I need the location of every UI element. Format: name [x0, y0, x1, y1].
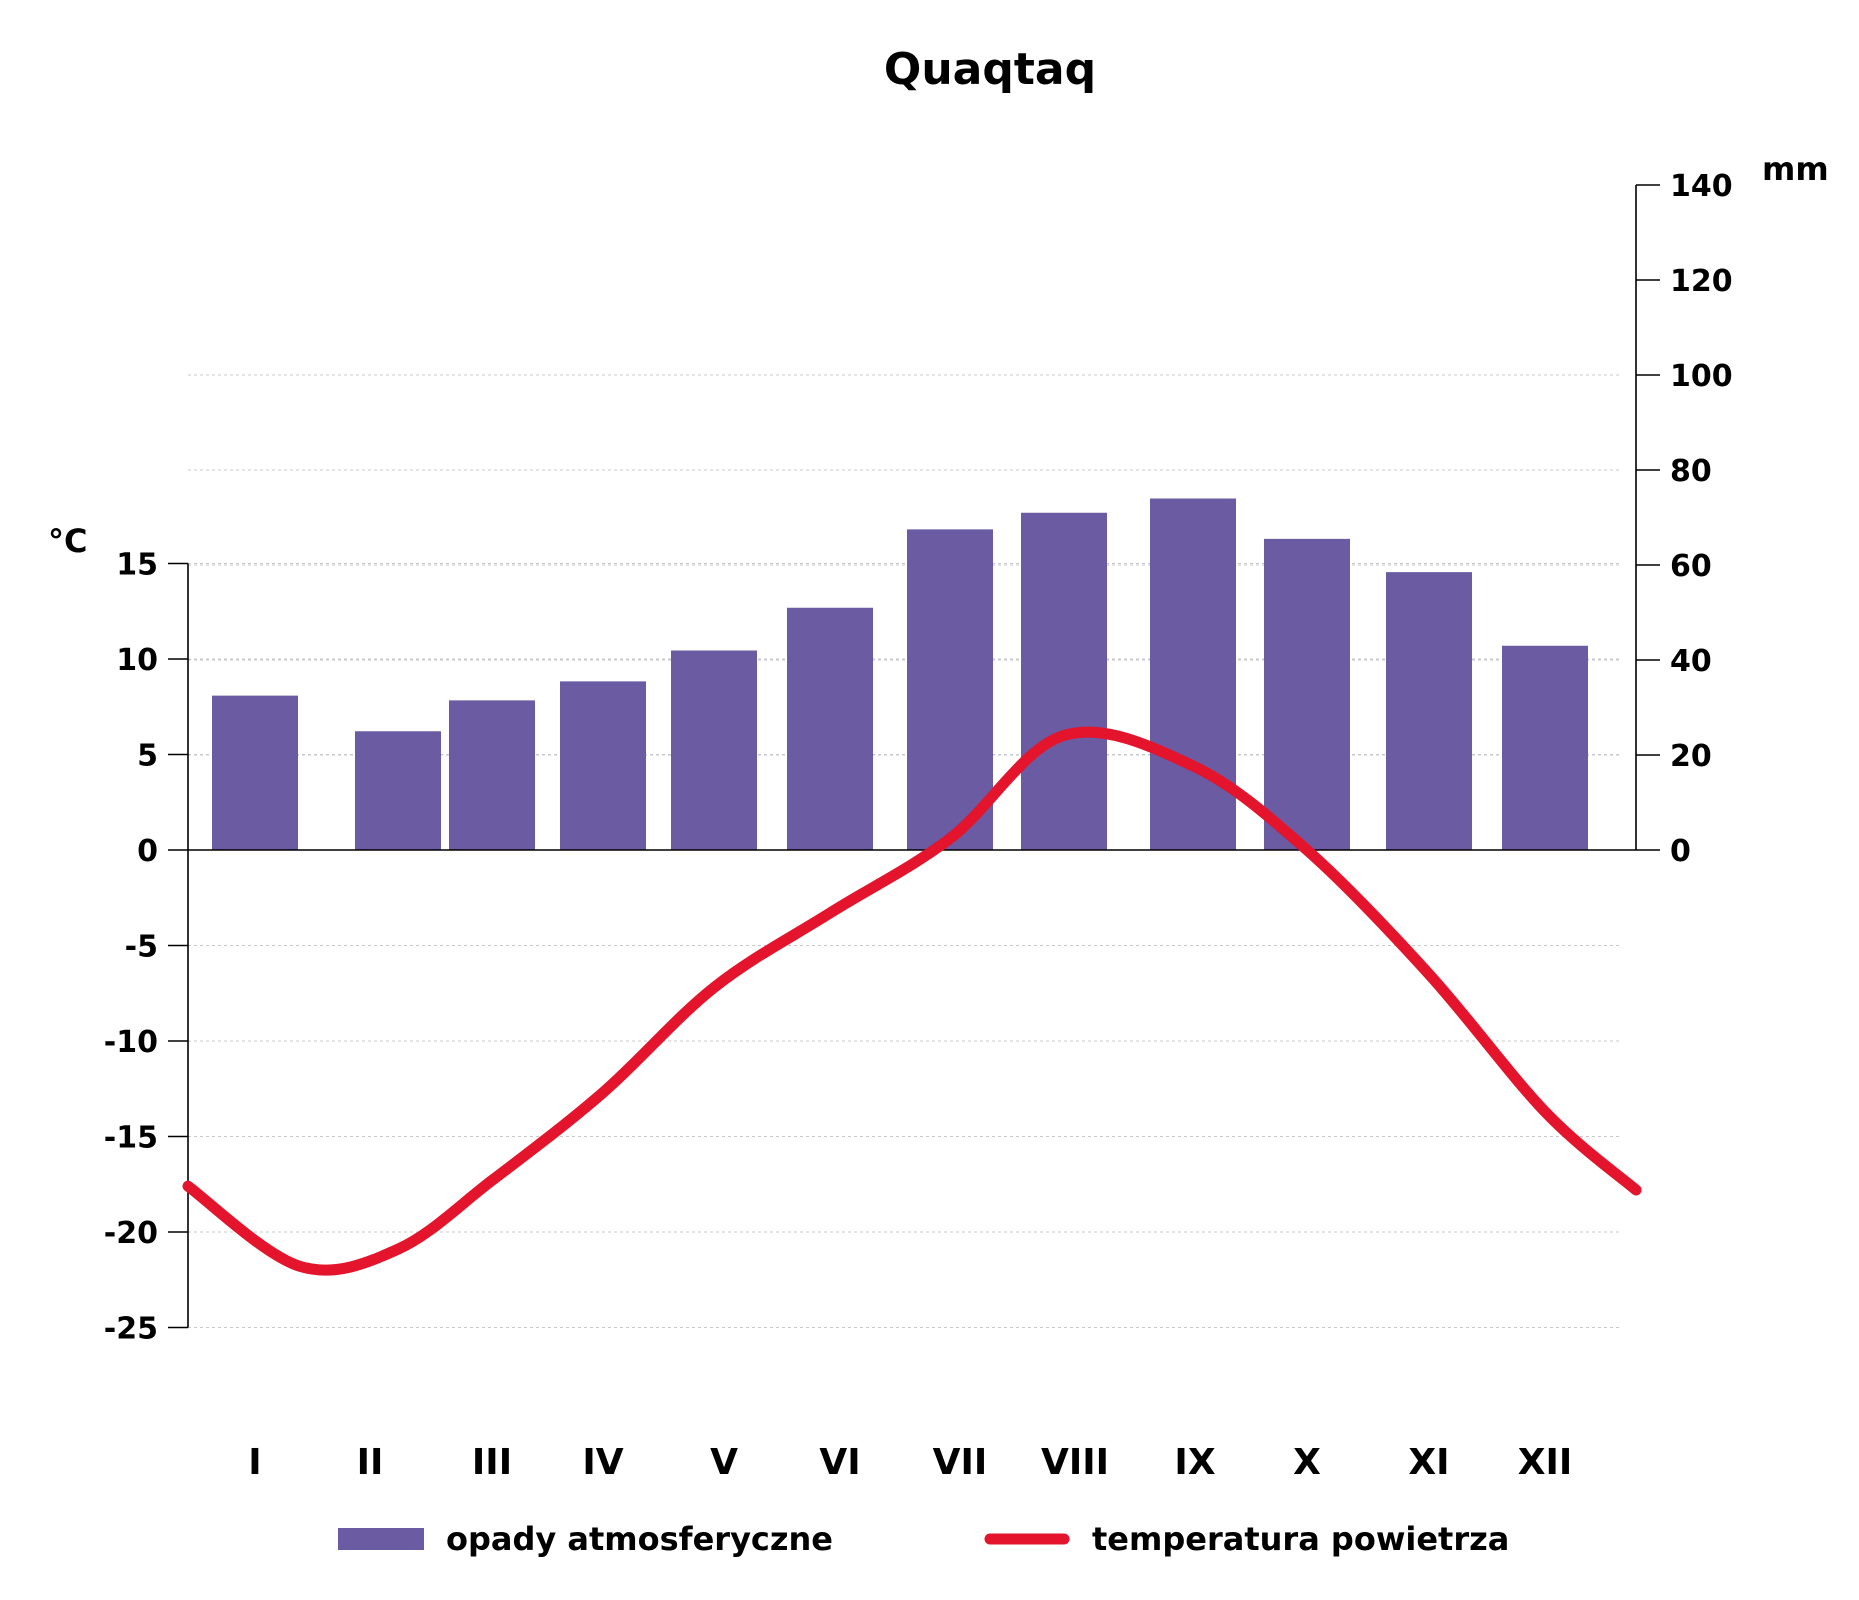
- bar-VIII: [1021, 512, 1107, 850]
- right-tick-label: 140: [1670, 169, 1733, 204]
- month-label: II: [357, 1442, 384, 1483]
- bar-XI: [1386, 572, 1472, 850]
- month-label: IV: [582, 1442, 623, 1483]
- bar-VI: [787, 607, 873, 850]
- month-label: VIII: [1041, 1442, 1109, 1483]
- month-label: III: [472, 1442, 512, 1483]
- month-label: X: [1293, 1442, 1321, 1483]
- left-tick-label: 15: [116, 548, 158, 583]
- legend: opady atmosferyczne temperatura powietrz…: [338, 1520, 1509, 1558]
- month-label: IX: [1174, 1442, 1215, 1483]
- chart-title: Quaqtaq: [884, 44, 1096, 95]
- right-tick-label: 40: [1670, 644, 1712, 679]
- legend-label-temperature: temperatura powietrza: [1092, 1520, 1509, 1558]
- month-label: V: [710, 1442, 738, 1483]
- left-tick-label: -25: [104, 1312, 158, 1347]
- right-tick-label: 0: [1670, 834, 1691, 869]
- axes: [168, 184, 1660, 1329]
- right-tick-label: 120: [1670, 264, 1733, 299]
- bar-IX: [1150, 498, 1236, 850]
- left-tick-label: -20: [104, 1216, 158, 1251]
- left-axis-unit: °C: [48, 522, 87, 560]
- grid-lines: [188, 374, 1620, 1328]
- right-tick-label: 60: [1670, 549, 1712, 584]
- left-tick-label: 0: [137, 834, 158, 869]
- temperature-line-group: [182, 726, 1642, 1276]
- legend-swatch-precipitation: [338, 1528, 424, 1550]
- bar-V: [671, 650, 757, 850]
- month-label: VII: [933, 1442, 988, 1483]
- right-axis-unit: mm: [1762, 150, 1829, 188]
- temperature-line: [182, 726, 1642, 1276]
- legend-label-precipitation: opady atmosferyczne: [446, 1520, 833, 1558]
- left-tick-label: 5: [137, 739, 158, 774]
- bar-IV: [560, 681, 646, 850]
- right-tick-label: 100: [1670, 359, 1733, 394]
- precipitation-bars: [212, 498, 1588, 850]
- bar-II: [355, 731, 441, 850]
- right-tick-label: 80: [1670, 454, 1712, 489]
- left-tick-label: -10: [104, 1025, 158, 1060]
- month-label: XII: [1518, 1442, 1573, 1483]
- bar-XII: [1502, 645, 1588, 850]
- left-tick-label: -5: [125, 930, 158, 965]
- bar-III: [449, 700, 535, 850]
- bar-X: [1264, 538, 1350, 850]
- month-label: XI: [1408, 1442, 1449, 1483]
- month-label: I: [248, 1442, 261, 1483]
- month-label: VI: [819, 1442, 860, 1483]
- right-tick-label: 20: [1670, 739, 1712, 774]
- bar-VII: [907, 529, 993, 850]
- left-tick-label: 10: [116, 643, 158, 678]
- bar-I: [212, 695, 298, 850]
- left-tick-label: -15: [104, 1121, 158, 1156]
